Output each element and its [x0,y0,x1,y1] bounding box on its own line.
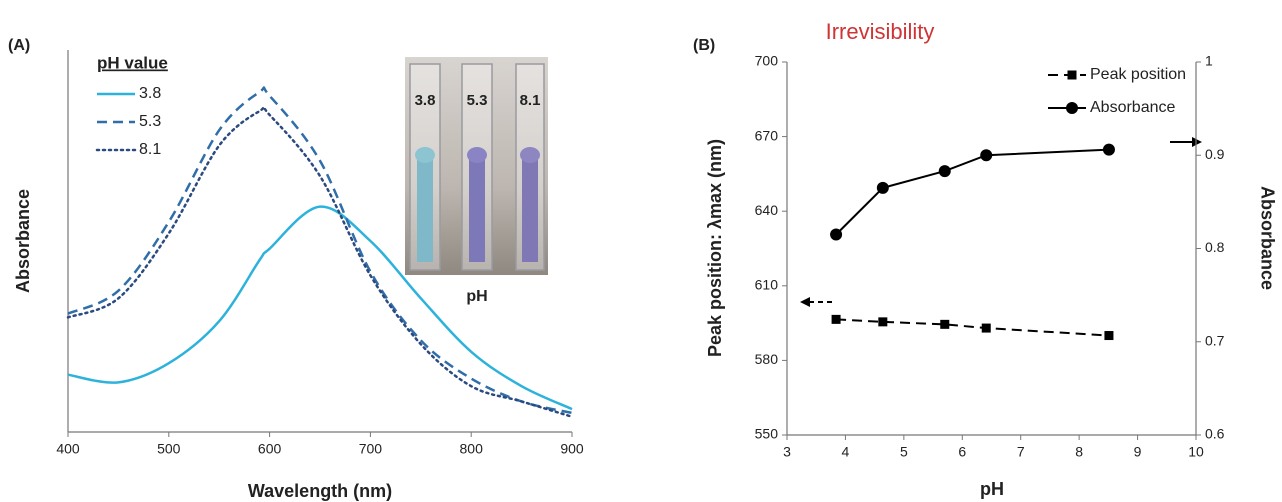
y-axis-label: Absorbance [13,189,33,293]
y2-tick-label: 1 [1205,53,1213,69]
y-tick-label: 580 [755,351,779,367]
x-tick-label: 900 [560,441,584,457]
x-tick-label: 3 [783,444,791,460]
data-point [938,165,951,178]
legend-label: Peak position [1090,66,1186,83]
x-tick-label: 8 [1075,444,1083,460]
data-point [876,181,889,194]
series-line [67,86,573,415]
data-point [831,314,841,324]
legend-marker [1066,102,1078,114]
panel-label: (B) [693,37,715,54]
x-tick-label: 10 [1188,444,1204,460]
legend-label: 5.3 [139,113,161,130]
x-axis-label: Wavelength (nm) [248,481,392,501]
x-tick-label: 500 [157,441,181,457]
inset-label: 8.1 [520,92,541,109]
x-tick-label: 600 [258,441,282,457]
data-point [980,149,993,162]
legend-label: 3.8 [139,85,161,102]
y-tick-label: 550 [755,426,779,442]
axis-arrow [800,137,1202,307]
data-point [830,228,843,241]
inset-caption: pH [466,288,487,305]
data-point [981,323,991,333]
y-tick-label: 700 [755,53,779,69]
y2-tick-label: 0.6 [1205,426,1225,442]
y-axis-label: Peak position: λmax (nm) [705,139,725,357]
y-tick-label: 640 [755,202,779,218]
legend-label: Absorbance [1090,99,1175,116]
series-line [67,205,573,411]
y-tick-label: 670 [755,127,779,143]
data-point [1102,143,1115,156]
y-tick-label: 610 [755,277,779,293]
series-line [836,318,1110,337]
data-point [940,319,950,329]
x-tick-label: 7 [1017,444,1025,460]
panel-label: (A) [8,37,30,54]
series-line [66,105,574,418]
x-tick-label: 5 [900,444,908,460]
legend-label: 8.1 [139,141,161,158]
x-tick-label: 9 [1134,444,1142,460]
data-point [878,317,888,327]
legend-title: pH value [97,53,168,72]
inset-photo [405,57,548,275]
chart-title: Irrevisibility [826,19,935,44]
x-tick-label: 700 [359,441,383,457]
x-axis-label: pH [980,479,1004,499]
data-point [1104,331,1114,341]
x-tick-label: 400 [56,441,80,457]
y2-axis-label: Absorbance [1257,186,1277,290]
inset-label: 5.3 [467,92,488,109]
series-line [835,148,1109,236]
x-tick-label: 4 [842,444,850,460]
x-tick-label: 800 [460,441,484,457]
legend-marker [1067,70,1077,80]
y2-tick-label: 0.7 [1205,332,1225,348]
y2-tick-label: 0.9 [1205,146,1225,162]
y2-tick-label: 0.8 [1205,239,1225,255]
x-tick-label: 6 [958,444,966,460]
inset-label: 3.8 [415,92,436,109]
